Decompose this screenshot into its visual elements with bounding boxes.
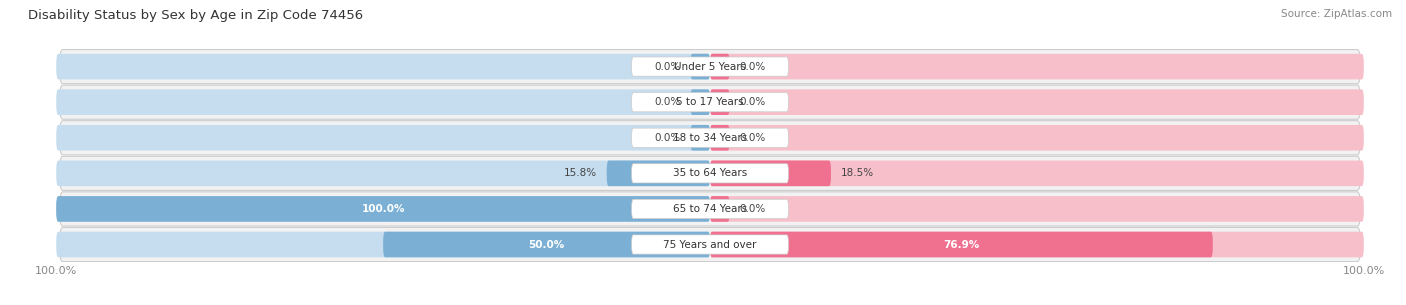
FancyBboxPatch shape bbox=[631, 235, 789, 254]
FancyBboxPatch shape bbox=[710, 196, 730, 222]
FancyBboxPatch shape bbox=[710, 160, 1364, 186]
Text: 18 to 34 Years: 18 to 34 Years bbox=[673, 133, 747, 143]
FancyBboxPatch shape bbox=[710, 232, 1213, 257]
Text: Disability Status by Sex by Age in Zip Code 74456: Disability Status by Sex by Age in Zip C… bbox=[28, 9, 363, 22]
FancyBboxPatch shape bbox=[710, 89, 1364, 115]
Text: 76.9%: 76.9% bbox=[943, 239, 980, 249]
FancyBboxPatch shape bbox=[56, 196, 710, 222]
Text: 18.5%: 18.5% bbox=[841, 168, 875, 178]
Text: 35 to 64 Years: 35 to 64 Years bbox=[673, 168, 747, 178]
Text: 15.8%: 15.8% bbox=[564, 168, 598, 178]
FancyBboxPatch shape bbox=[710, 54, 730, 79]
Text: 5 to 17 Years: 5 to 17 Years bbox=[676, 97, 744, 107]
FancyBboxPatch shape bbox=[56, 89, 710, 115]
FancyBboxPatch shape bbox=[710, 125, 1364, 151]
FancyBboxPatch shape bbox=[59, 85, 1361, 119]
Text: 75 Years and over: 75 Years and over bbox=[664, 239, 756, 249]
Text: Under 5 Years: Under 5 Years bbox=[673, 62, 747, 72]
FancyBboxPatch shape bbox=[56, 196, 710, 222]
FancyBboxPatch shape bbox=[710, 160, 831, 186]
FancyBboxPatch shape bbox=[631, 199, 789, 218]
FancyBboxPatch shape bbox=[59, 121, 1361, 155]
Text: 0.0%: 0.0% bbox=[740, 62, 766, 72]
Text: 0.0%: 0.0% bbox=[740, 97, 766, 107]
Text: 50.0%: 50.0% bbox=[529, 239, 565, 249]
Text: 100.0%: 100.0% bbox=[361, 204, 405, 214]
Text: 0.0%: 0.0% bbox=[654, 133, 681, 143]
FancyBboxPatch shape bbox=[382, 232, 710, 257]
FancyBboxPatch shape bbox=[690, 125, 710, 151]
FancyBboxPatch shape bbox=[607, 160, 710, 186]
FancyBboxPatch shape bbox=[710, 89, 730, 115]
FancyBboxPatch shape bbox=[59, 228, 1361, 262]
FancyBboxPatch shape bbox=[631, 164, 789, 183]
FancyBboxPatch shape bbox=[690, 54, 710, 79]
FancyBboxPatch shape bbox=[631, 93, 789, 112]
Text: 65 to 74 Years: 65 to 74 Years bbox=[673, 204, 747, 214]
Text: 0.0%: 0.0% bbox=[740, 204, 766, 214]
FancyBboxPatch shape bbox=[56, 54, 710, 79]
FancyBboxPatch shape bbox=[710, 125, 730, 151]
FancyBboxPatch shape bbox=[690, 89, 710, 115]
Text: 0.0%: 0.0% bbox=[654, 62, 681, 72]
Text: Source: ZipAtlas.com: Source: ZipAtlas.com bbox=[1281, 9, 1392, 19]
FancyBboxPatch shape bbox=[56, 160, 710, 186]
FancyBboxPatch shape bbox=[710, 54, 1364, 79]
FancyBboxPatch shape bbox=[56, 232, 710, 257]
FancyBboxPatch shape bbox=[631, 57, 789, 76]
FancyBboxPatch shape bbox=[59, 156, 1361, 190]
Text: 0.0%: 0.0% bbox=[740, 133, 766, 143]
FancyBboxPatch shape bbox=[56, 125, 710, 151]
FancyBboxPatch shape bbox=[59, 192, 1361, 226]
FancyBboxPatch shape bbox=[710, 196, 1364, 222]
FancyBboxPatch shape bbox=[631, 128, 789, 147]
FancyBboxPatch shape bbox=[710, 232, 1364, 257]
FancyBboxPatch shape bbox=[59, 49, 1361, 84]
Text: 0.0%: 0.0% bbox=[654, 97, 681, 107]
